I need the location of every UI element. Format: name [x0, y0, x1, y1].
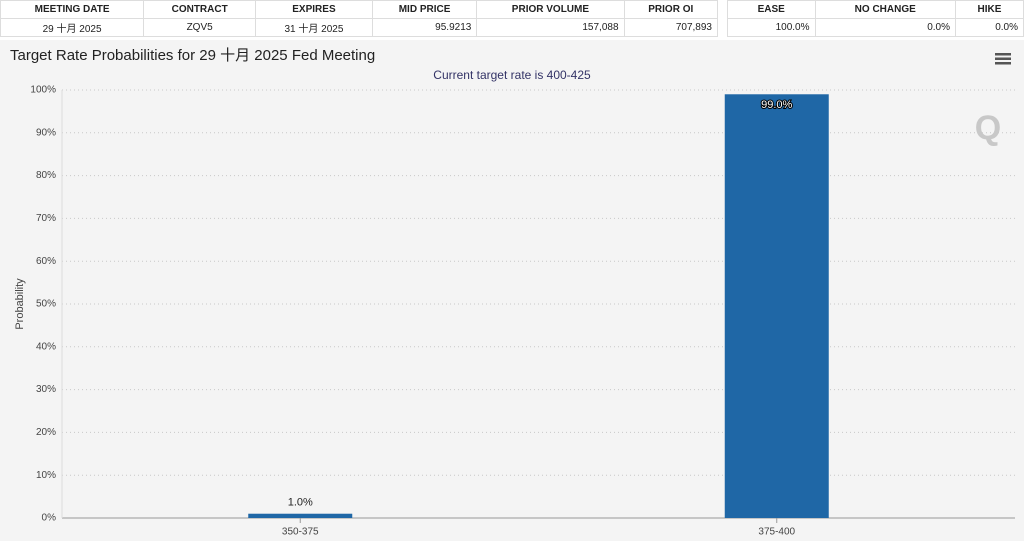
column-header: MID PRICE: [371, 0, 478, 19]
y-tick-label: 20%: [36, 427, 56, 438]
cell: 707,893: [623, 18, 719, 37]
data-row: 29 十月 2025 ZQV5 31 十月 2025 95.9213 157,088 70…: [0, 18, 719, 37]
y-tick-label: 90%: [36, 127, 56, 138]
column-header: MEETING DATE: [0, 0, 145, 19]
chart-subtitle: Current target rate is 400-425: [433, 68, 591, 82]
chart: Target Rate Probabilities for 29 十月 2025…: [0, 40, 1024, 541]
column-header: PRIOR OI: [623, 0, 719, 19]
header-row: EASE NO CHANGE HIKE: [727, 0, 1024, 19]
probability-table: EASE NO CHANGE HIKE 100.0% 0.0% 0.0%: [727, 0, 1024, 37]
bar: [248, 513, 353, 518]
x-tick-label: 375-400: [758, 527, 795, 538]
header-row: MEETING DATE CONTRACT EXPIRES MID PRICE PRIO…: [0, 0, 719, 19]
y-tick-label: 30%: [36, 384, 56, 395]
column-header: PRIOR VOLUME: [476, 0, 625, 19]
cell: 157,088: [476, 18, 625, 37]
cell: 31 十月 2025: [255, 18, 373, 37]
y-axis-title: Probability: [14, 278, 26, 330]
y-tick-label: 40%: [36, 341, 56, 352]
y-tick-label: 80%: [36, 170, 56, 181]
x-tick-label: 350-375: [282, 527, 319, 538]
column-header: EASE: [727, 0, 816, 19]
cell: ZQV5: [143, 18, 257, 37]
cell: 0.0%: [814, 18, 956, 37]
cell: 100.0%: [727, 18, 816, 37]
column-header: HIKE: [954, 0, 1024, 19]
y-tick-label: 50%: [36, 299, 56, 310]
cell: 0.0%: [954, 18, 1024, 37]
y-tick-label: 100%: [30, 85, 56, 96]
y-tick-label: 60%: [36, 256, 56, 267]
data-label: 99.0%: [761, 99, 792, 111]
column-header: EXPIRES: [255, 0, 373, 19]
y-tick-label: 0%: [42, 513, 57, 524]
column-header: NO CHANGE: [814, 0, 956, 19]
chart-title: Target Rate Probabilities for 29 十月 2025…: [10, 47, 375, 64]
logo: Q: [975, 109, 1001, 147]
cell: 95.9213: [371, 18, 478, 37]
contract-table: MEETING DATE CONTRACT EXPIRES MID PRICE PRIO…: [0, 0, 719, 37]
data-label: 1.0%: [288, 497, 313, 509]
y-tick-label: 70%: [36, 213, 56, 224]
y-tick-label: 10%: [36, 470, 56, 481]
bar: [724, 94, 829, 518]
chart-background: [0, 40, 1024, 541]
column-header: CONTRACT: [143, 0, 257, 19]
menu-icon[interactable]: [995, 53, 1011, 65]
data-row: 100.0% 0.0% 0.0%: [727, 18, 1024, 37]
cell: 29 十月 2025: [0, 18, 145, 37]
